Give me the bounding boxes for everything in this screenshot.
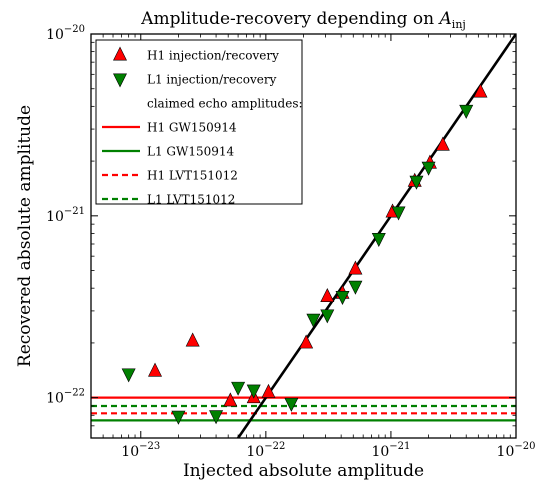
h1-point-1 xyxy=(185,332,200,347)
x-tick-base-3: 10 xyxy=(497,444,515,460)
l1-point-3 xyxy=(231,381,246,396)
plot-area xyxy=(91,34,516,438)
x-tick-exp-1: −22 xyxy=(264,441,285,452)
l1-point-9 xyxy=(348,280,363,295)
x-tick-base-2: 10 xyxy=(371,444,389,460)
legend-marker-0 xyxy=(113,46,127,61)
y-tick-exp-2: −20 xyxy=(64,24,85,35)
l1-point-5 xyxy=(284,397,299,412)
legend-hline-label-1: L1 GW150914 xyxy=(147,145,235,159)
x-tick-exp-0: −23 xyxy=(139,441,160,452)
legend-label-1: L1 injection/recovery xyxy=(147,73,277,87)
h1-point-0 xyxy=(148,362,163,377)
l1-point-6 xyxy=(306,313,321,328)
x-tick-exp-3: −20 xyxy=(514,441,535,452)
y-tick-base-1: 10 xyxy=(46,209,64,225)
x-axis-label: Injected absolute amplitude xyxy=(183,461,424,481)
legend-label-0: H1 injection/recovery xyxy=(147,49,279,63)
legend-marker-1 xyxy=(113,73,127,88)
h1-point-8 xyxy=(348,260,363,275)
y-axis-label: Recovered absolute amplitude xyxy=(15,105,35,367)
y-tick-label-1: 10−21 xyxy=(46,206,85,225)
h1-point-4 xyxy=(261,383,276,398)
legend-hline-label-0: H1 GW150914 xyxy=(147,121,237,135)
legend-box xyxy=(95,39,303,205)
x-tick-base-0: 10 xyxy=(121,444,139,460)
y-tick-exp-1: −21 xyxy=(64,206,85,217)
legend: H1 injection/recovery L1 injection/recove… xyxy=(95,39,303,207)
h1-point-2 xyxy=(223,392,238,407)
h1-point-12 xyxy=(435,136,450,151)
l1-point-0 xyxy=(121,368,136,383)
x-tick-exp-2: −21 xyxy=(389,441,410,452)
legend-hline-label-3: L1 LVT151012 xyxy=(147,193,235,207)
l1-point-4 xyxy=(246,384,261,399)
y-tick-label-2: 10−20 xyxy=(46,24,85,43)
chart-title-text: Amplitude-recovery depending on xyxy=(140,9,439,29)
plot-marks xyxy=(91,34,516,438)
h1-point-6 xyxy=(320,288,335,303)
l1-point-14 xyxy=(459,104,474,119)
y-tick-base-2: 10 xyxy=(46,27,64,43)
l1-point-12 xyxy=(409,175,424,190)
h1-point-13 xyxy=(473,83,488,98)
l1-point-13 xyxy=(421,161,436,176)
chart-title: Amplitude-recovery depending on Ainj xyxy=(140,9,466,31)
chart-title-math-sub: inj xyxy=(452,18,466,31)
y-tick-base-0: 10 xyxy=(46,391,64,407)
l1-point-7 xyxy=(320,309,335,324)
x-tick-label-1: 10−22 xyxy=(246,441,285,460)
l1-point-11 xyxy=(391,206,406,221)
legend-hline-label-2: H1 LVT151012 xyxy=(147,169,238,183)
x-tick-base-1: 10 xyxy=(246,444,264,460)
l1-point-2 xyxy=(209,410,224,425)
l1-point-1 xyxy=(171,410,186,425)
l1-point-10 xyxy=(371,233,386,248)
x-tick-label-3: 10−20 xyxy=(497,441,536,460)
h1-point-5 xyxy=(299,334,314,349)
chart-title-math: A xyxy=(438,9,452,29)
x-tick-label-0: 10−23 xyxy=(121,441,160,460)
y-tick-label-0: 10−22 xyxy=(46,388,85,407)
x-tick-label-2: 10−21 xyxy=(371,441,410,460)
y-tick-exp-0: −22 xyxy=(64,388,85,399)
legend-header: claimed echo amplitudes: xyxy=(147,97,303,111)
l1-point-8 xyxy=(335,291,350,305)
